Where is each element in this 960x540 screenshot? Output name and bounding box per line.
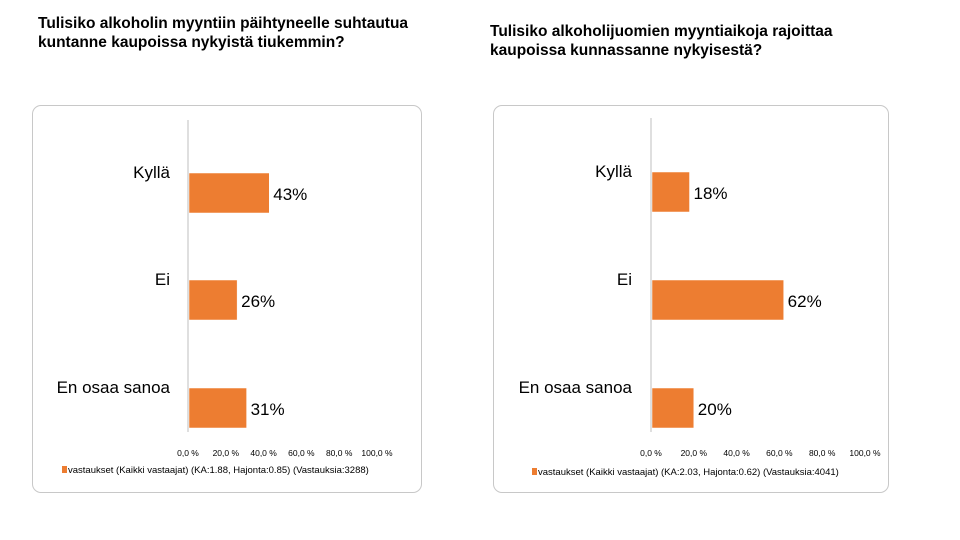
bar-ei <box>651 279 784 321</box>
x-tick-label: 40,0 % <box>723 448 750 458</box>
data-label: 62% <box>788 292 822 311</box>
bar-en-osaa-sanoa <box>651 387 695 429</box>
legend-entry: vastaukset (Kaikki vastaajat) (KA:1.88, … <box>68 465 369 476</box>
x-tick-label: 0,0 % <box>177 448 199 458</box>
category-label: Ei <box>617 270 632 289</box>
data-label: 43% <box>273 185 307 204</box>
x-tick-label: 40,0 % <box>250 448 277 458</box>
x-tick-label: 100,0 % <box>849 448 881 458</box>
x-tick-label: 80,0 % <box>809 448 836 458</box>
category-label: Kyllä <box>595 162 632 181</box>
bar-kyllä <box>188 172 270 214</box>
category-label: Kyllä <box>133 163 170 182</box>
data-label: 31% <box>251 400 285 419</box>
x-tick-label: 20,0 % <box>213 448 240 458</box>
x-tick-label: 80,0 % <box>326 448 353 458</box>
bar-ei <box>188 279 238 321</box>
x-tick-label: 100,0 % <box>361 448 393 458</box>
x-tick-label: 0,0 % <box>640 448 662 458</box>
x-tick-label: 20,0 % <box>681 448 708 458</box>
bar-kyllä <box>651 171 690 213</box>
category-label: En osaa sanoa <box>57 378 171 397</box>
x-tick-label: 60,0 % <box>766 448 793 458</box>
chart-title-left: Tulisiko alkoholin myyntiin päihtyneelle… <box>38 15 409 51</box>
legend-entry: vastaukset (Kaikki vastaajat) (KA:2.03, … <box>538 467 839 478</box>
data-label: 26% <box>241 292 275 311</box>
data-label: 18% <box>694 184 728 203</box>
category-label: En osaa sanoa <box>519 378 633 397</box>
bar-en-osaa-sanoa <box>188 387 247 429</box>
chart-title-right: Tulisiko alkoholijuomien myyntiaikoja ra… <box>490 23 833 59</box>
legend-swatch <box>532 468 537 475</box>
data-label: 20% <box>698 400 732 419</box>
legend-swatch <box>62 466 67 473</box>
category-label: Ei <box>155 270 170 289</box>
x-tick-label: 60,0 % <box>288 448 315 458</box>
